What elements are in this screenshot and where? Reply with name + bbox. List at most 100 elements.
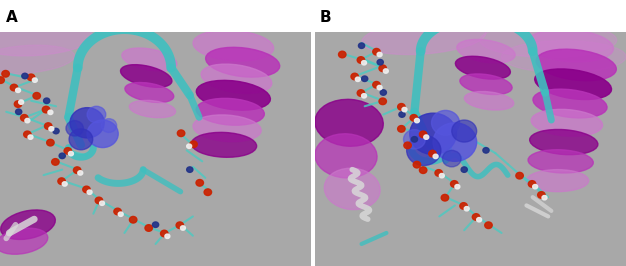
Circle shape [483, 148, 489, 153]
Circle shape [443, 150, 461, 167]
Circle shape [528, 181, 536, 187]
Circle shape [404, 130, 425, 149]
Circle shape [83, 186, 90, 193]
Circle shape [413, 161, 421, 168]
Circle shape [114, 208, 121, 215]
Circle shape [66, 120, 83, 136]
Circle shape [516, 172, 523, 179]
Ellipse shape [201, 64, 272, 93]
Circle shape [196, 180, 203, 186]
Ellipse shape [0, 228, 48, 254]
Ellipse shape [324, 168, 380, 210]
Circle shape [424, 135, 429, 139]
Circle shape [399, 112, 405, 117]
Circle shape [441, 194, 449, 201]
Circle shape [177, 130, 185, 136]
Circle shape [16, 88, 21, 93]
Circle shape [44, 98, 50, 103]
Circle shape [118, 212, 123, 217]
Circle shape [69, 129, 93, 150]
Circle shape [48, 110, 53, 115]
Circle shape [372, 81, 380, 88]
Circle shape [87, 190, 92, 194]
Circle shape [379, 65, 386, 72]
Circle shape [64, 148, 71, 154]
Ellipse shape [0, 45, 74, 74]
Circle shape [357, 57, 365, 63]
Ellipse shape [526, 30, 613, 62]
Circle shape [25, 118, 30, 123]
Circle shape [419, 131, 427, 138]
Circle shape [160, 230, 168, 237]
Ellipse shape [193, 30, 274, 61]
Ellipse shape [121, 65, 172, 87]
Circle shape [362, 76, 367, 81]
Circle shape [410, 113, 456, 155]
Ellipse shape [480, 23, 617, 57]
Ellipse shape [315, 134, 377, 178]
Circle shape [153, 222, 158, 227]
Ellipse shape [526, 170, 588, 192]
Circle shape [356, 77, 361, 81]
Circle shape [538, 192, 545, 198]
Ellipse shape [528, 150, 593, 173]
Ellipse shape [205, 47, 280, 77]
Circle shape [380, 90, 386, 95]
Circle shape [404, 142, 411, 149]
Circle shape [464, 206, 470, 211]
Circle shape [411, 136, 418, 142]
Circle shape [2, 70, 9, 77]
Circle shape [190, 141, 197, 148]
Ellipse shape [315, 99, 383, 146]
Circle shape [68, 151, 73, 156]
Circle shape [398, 103, 405, 110]
Ellipse shape [130, 100, 176, 118]
Circle shape [379, 98, 386, 105]
Ellipse shape [530, 130, 598, 155]
Circle shape [402, 107, 407, 112]
Circle shape [176, 222, 183, 228]
Circle shape [44, 123, 52, 129]
Circle shape [0, 77, 4, 84]
Ellipse shape [457, 39, 515, 63]
Circle shape [87, 106, 106, 123]
Circle shape [452, 120, 476, 142]
Circle shape [28, 74, 35, 81]
Circle shape [62, 182, 67, 186]
Ellipse shape [531, 109, 603, 136]
Circle shape [101, 119, 116, 132]
Circle shape [431, 110, 459, 135]
Circle shape [24, 131, 31, 138]
Ellipse shape [1, 210, 55, 239]
Circle shape [70, 108, 104, 138]
Circle shape [145, 225, 153, 231]
Circle shape [433, 123, 476, 161]
Ellipse shape [193, 115, 261, 142]
Ellipse shape [501, 41, 626, 73]
Circle shape [377, 85, 382, 90]
Circle shape [472, 214, 480, 220]
Circle shape [435, 170, 443, 176]
Circle shape [180, 226, 185, 230]
Circle shape [73, 167, 81, 173]
Circle shape [461, 167, 468, 172]
Circle shape [49, 127, 54, 131]
Circle shape [187, 167, 193, 172]
Circle shape [357, 90, 365, 96]
Ellipse shape [464, 92, 514, 110]
Ellipse shape [192, 132, 257, 157]
Ellipse shape [196, 98, 264, 125]
Circle shape [410, 115, 418, 121]
Circle shape [439, 173, 444, 178]
Circle shape [460, 203, 468, 209]
Circle shape [43, 106, 50, 113]
Ellipse shape [536, 49, 617, 81]
Circle shape [19, 100, 24, 104]
Text: B: B [319, 10, 331, 25]
Ellipse shape [533, 89, 607, 118]
Circle shape [533, 185, 538, 189]
Circle shape [429, 150, 436, 157]
Circle shape [204, 189, 212, 196]
Circle shape [455, 185, 460, 189]
Circle shape [419, 167, 427, 173]
